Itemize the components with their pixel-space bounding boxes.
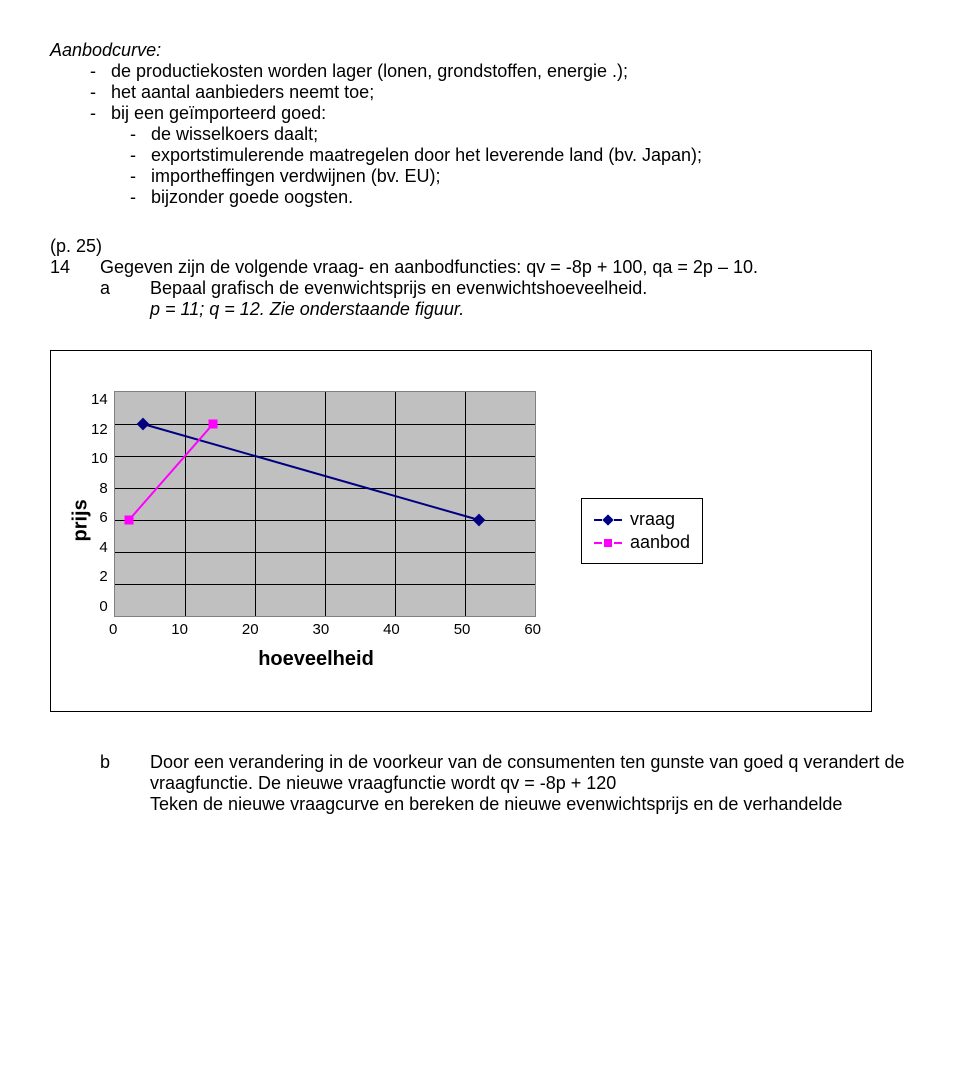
bullet-2: - het aantal aanbieders neemt toe; <box>90 82 910 103</box>
question-text: Gegeven zijn de volgende vraag- en aanbo… <box>100 257 910 278</box>
question-number: 14 <box>50 257 100 278</box>
section-title: Aanbodcurve: <box>50 40 910 61</box>
sub-b-text: Door een verandering in de voorkeur van … <box>150 752 910 815</box>
sub-bullet-3: - importheffingen verdwijnen (bv. EU); <box>130 166 910 187</box>
x-axis-title: hoeveelheid <box>91 648 541 671</box>
sub-b-label: b <box>50 752 150 815</box>
y-axis-title: prijs <box>70 521 93 541</box>
x-axis-ticks: 0 10 20 30 40 50 60 <box>109 621 541 638</box>
sub-a-text: Bepaal grafisch de evenwichtsprijs en ev… <box>150 278 910 299</box>
page-ref: (p. 25) <box>50 236 910 257</box>
sub-bullet-2: - exportstimulerende maatregelen door he… <box>130 145 910 166</box>
sub-bullet-1: - de wisselkoers daalt; <box>130 124 910 145</box>
sub-bullet-4: - bijzonder goede oogsten. <box>130 187 910 208</box>
legend-item-aanbod: aanbod <box>594 532 690 553</box>
bullet-3: - bij een geïmporteerd goed: <box>90 103 910 124</box>
legend-item-vraag: vraag <box>594 509 690 530</box>
y-axis-ticks: 14 12 10 8 6 4 2 0 <box>91 391 108 615</box>
sub-a-answer: p = 11; q = 12. Zie onderstaande figuur. <box>150 299 910 320</box>
chart-legend: vraag aanbod <box>581 498 703 564</box>
sub-a-label: a <box>50 278 150 299</box>
equilibrium-chart: prijs 14 12 10 8 6 4 2 0 0 10 20 30 <box>50 350 872 712</box>
plot-area <box>114 391 536 617</box>
bullet-1: - de productiekosten worden lager (lonen… <box>90 61 910 82</box>
